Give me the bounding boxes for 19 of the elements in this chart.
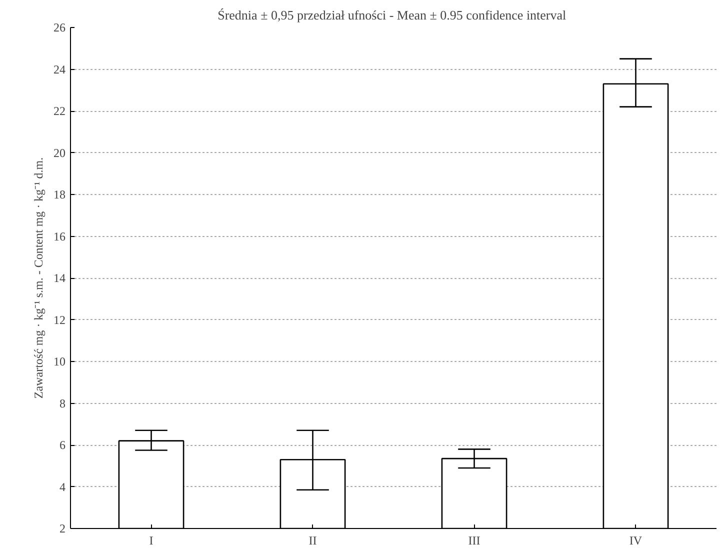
y-tick-label: 22 xyxy=(54,104,66,118)
y-tick-label: 8 xyxy=(60,396,66,410)
y-tick-label: 12 xyxy=(54,312,66,327)
x-tick-label: IV xyxy=(629,534,642,548)
x-tick-label: III xyxy=(468,534,480,548)
y-tick-label: 14 xyxy=(54,271,66,285)
y-tick-label: 2 xyxy=(60,522,66,536)
y-tick-label: 16 xyxy=(54,229,66,244)
y-axis-title: Zawartość mg · kg⁻¹ s.m. - Content mg · kg⁻¹ d.m. xyxy=(32,157,46,399)
y-tick-label: 10 xyxy=(54,354,66,368)
y-tick-label: 24 xyxy=(54,62,66,76)
x-tick-label: I xyxy=(149,534,154,548)
y-tick-label: 26 xyxy=(54,20,66,34)
y-tick-label: 4 xyxy=(60,480,66,494)
x-tick-label: II xyxy=(308,534,317,548)
y-tick-label: 18 xyxy=(54,188,66,202)
chart-title: Średnia ± 0,95 przedział ufności - Mean ± 0.95 confidence interval xyxy=(218,8,567,22)
y-tick-label: 20 xyxy=(54,146,66,160)
y-tick-label: 6 xyxy=(60,438,66,452)
